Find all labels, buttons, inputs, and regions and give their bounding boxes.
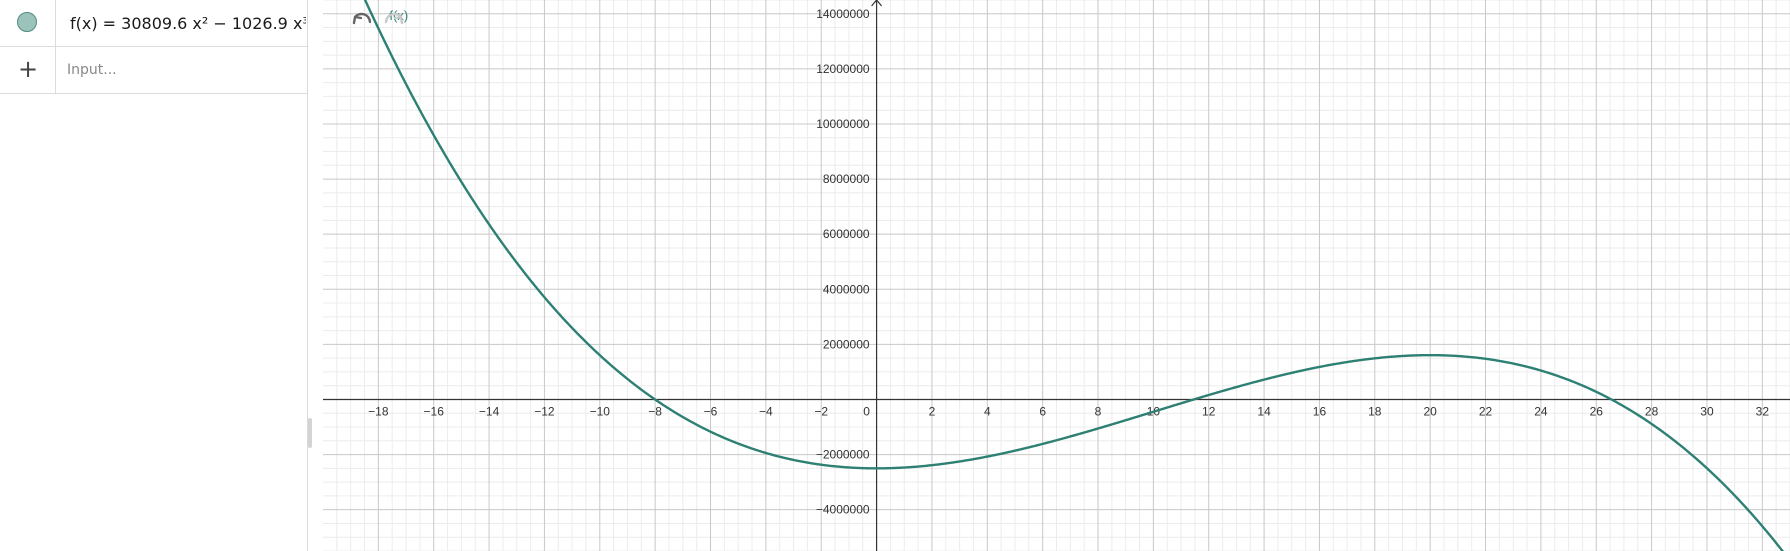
x-tick-label: −12 [534,404,555,418]
x-tick-label: −2 [814,404,828,418]
y-tick-label: 2000000 [823,337,870,351]
graphics-view[interactable]: −18 −16 −14 −12 −10 −8 −6 −4 −2 0 2 4 6 8 10 12 14 16 18 20… [323,0,1790,551]
x-tick-label: 20 [1423,404,1437,418]
x-tick-label: 6 [1039,404,1046,418]
x-tick-label: −10 [590,404,611,418]
undo-button[interactable] [347,8,375,36]
y-tick-label: 8000000 [823,172,870,186]
y-tick-label: −4000000 [816,503,870,517]
undo-icon [352,12,372,25]
x-tick-label: 28 [1645,404,1659,418]
x-tick-label: 18 [1368,404,1382,418]
x-tick-label: −14 [479,404,500,418]
algebra-view: f(x) = 30809.6 x² − 1026.9 x³ − + Input.… [0,0,308,551]
plus-icon[interactable]: + [17,55,39,83]
y-tick-label: −2000000 [816,448,870,462]
x-tick-label: 16 [1313,404,1327,418]
x-tick-label: −6 [704,404,718,418]
y-tick-label: 4000000 [823,282,870,296]
y-tick-label: 14000000 [816,7,870,21]
y-tick-label: 12000000 [816,62,870,76]
function-plot[interactable]: −18 −16 −14 −12 −10 −8 −6 −4 −2 0 2 4 6 8 10 12 14 16 18 20… [323,0,1790,551]
y-tick-label: 10000000 [816,117,870,131]
visibility-toggle[interactable] [0,0,56,46]
add-item-button[interactable]: + [0,47,56,93]
function-curve [363,0,1785,551]
algebra-item-f[interactable]: f(x) = 30809.6 x² − 1026.9 x³ − [0,0,308,47]
x-tick-label: −4 [759,404,773,418]
x-tick-label: 24 [1534,404,1548,418]
x-tick-label: −16 [424,404,445,418]
x-tick-label: 32 [1756,404,1770,418]
y-tick-label: 6000000 [823,227,870,241]
marble-icon[interactable] [17,12,37,32]
panel-resize-handle[interactable] [308,418,312,448]
function-definition[interactable]: f(x) = 30809.6 x² − 1026.9 x³ − [70,14,306,33]
x-tick-label: 12 [1202,404,1216,418]
input-row[interactable]: + Input... [0,47,308,94]
x-tick-label: 14 [1257,404,1271,418]
x-tick-label: 30 [1700,404,1714,418]
x-tick-label: 26 [1590,404,1604,418]
redo-button[interactable] [381,8,409,36]
x-tick-label: −8 [648,404,662,418]
x-tick-label: 4 [984,404,991,418]
input-field[interactable]: Input... [67,62,117,78]
redo-icon [384,12,404,25]
x-tick-label: 0 [863,404,870,418]
x-tick-label: 8 [1095,404,1102,418]
x-tick-label: 2 [929,404,936,418]
y-axis-arrow [871,0,883,7]
x-tick-label: −18 [368,404,389,418]
x-tick-label: 22 [1479,404,1493,418]
